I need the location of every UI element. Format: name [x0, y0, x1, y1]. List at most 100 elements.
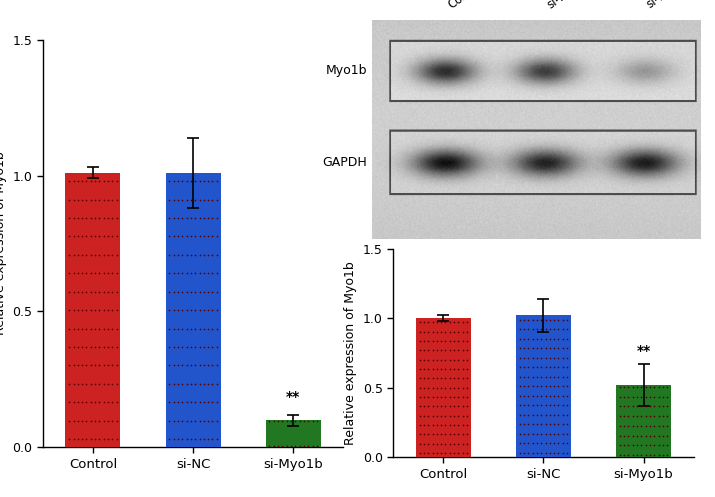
Point [102, 361, 114, 369]
Point [661, 393, 673, 401]
Point [414, 440, 425, 448]
Point [414, 365, 425, 373]
Point [561, 402, 573, 410]
Point [168, 196, 179, 204]
Point [453, 337, 464, 345]
Point [540, 439, 551, 447]
Point [427, 318, 438, 326]
Point [94, 361, 105, 369]
Point [185, 288, 197, 296]
Point [448, 346, 460, 354]
Point [107, 196, 118, 204]
Point [202, 269, 214, 277]
Point [518, 354, 530, 362]
Point [444, 421, 455, 429]
Point [94, 214, 105, 222]
Point [207, 416, 218, 424]
Point [653, 412, 664, 420]
Point [172, 306, 184, 314]
Point [207, 325, 218, 332]
Point [277, 442, 288, 450]
Point [102, 233, 114, 241]
Point [636, 403, 647, 411]
Point [202, 361, 214, 369]
Point [444, 384, 455, 392]
Point [94, 251, 105, 259]
Point [448, 365, 460, 373]
Point [94, 177, 105, 185]
Point [614, 432, 626, 440]
Point [431, 449, 443, 457]
Point [198, 251, 209, 259]
Point [64, 343, 75, 351]
Point [453, 318, 464, 326]
Point [81, 288, 92, 296]
Point [544, 354, 556, 362]
Point [544, 325, 556, 333]
Point [185, 435, 197, 443]
Point [177, 214, 188, 222]
Point [111, 361, 122, 369]
Point [68, 177, 79, 185]
Point [531, 382, 543, 390]
Y-axis label: Relative expression of Myo1b: Relative expression of Myo1b [345, 261, 358, 445]
Point [64, 361, 75, 369]
Point [102, 196, 114, 204]
Point [94, 325, 105, 332]
Point [107, 398, 118, 406]
Point [77, 306, 88, 314]
Point [514, 411, 526, 419]
Point [177, 233, 188, 241]
Point [81, 343, 92, 351]
Point [98, 233, 109, 241]
Point [168, 380, 179, 388]
Point [202, 251, 214, 259]
Point [164, 325, 175, 332]
Point [172, 233, 184, 241]
Point [189, 269, 201, 277]
Point [198, 233, 209, 241]
Point [94, 380, 105, 388]
Point [523, 316, 534, 324]
Point [290, 417, 301, 425]
Point [444, 346, 455, 354]
Point [553, 449, 564, 457]
Point [189, 343, 201, 351]
Point [457, 328, 468, 335]
Point [168, 233, 179, 241]
Point [211, 177, 222, 185]
Point [453, 356, 464, 364]
Point [561, 344, 573, 352]
Point [444, 403, 455, 411]
Point [77, 343, 88, 351]
Point [185, 269, 197, 277]
Point [414, 384, 425, 392]
Point [164, 398, 175, 406]
Point [536, 411, 547, 419]
Point [527, 325, 538, 333]
Point [444, 449, 455, 457]
Point [614, 412, 626, 420]
Point [111, 343, 122, 351]
Point [523, 325, 534, 333]
Point [649, 383, 660, 391]
Point [194, 416, 205, 424]
Point [553, 316, 564, 324]
Point [107, 343, 118, 351]
Point [548, 316, 560, 324]
Point [202, 288, 214, 296]
Point [457, 430, 468, 438]
Point [527, 344, 538, 352]
Point [531, 354, 543, 362]
Point [98, 416, 109, 424]
Point [189, 251, 201, 259]
Point [198, 214, 209, 222]
Point [614, 422, 626, 430]
Point [461, 393, 473, 401]
Point [553, 392, 564, 400]
Point [207, 251, 218, 259]
Point [518, 363, 530, 371]
Point [544, 420, 556, 428]
Point [418, 356, 430, 364]
Point [77, 269, 88, 277]
